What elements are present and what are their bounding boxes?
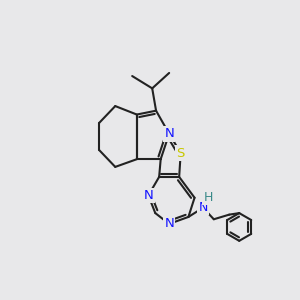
Text: N: N bbox=[143, 189, 153, 202]
Text: S: S bbox=[176, 146, 185, 160]
Text: N: N bbox=[198, 201, 208, 214]
Text: N: N bbox=[164, 218, 174, 230]
Text: H: H bbox=[204, 191, 213, 204]
Text: N: N bbox=[164, 127, 174, 140]
